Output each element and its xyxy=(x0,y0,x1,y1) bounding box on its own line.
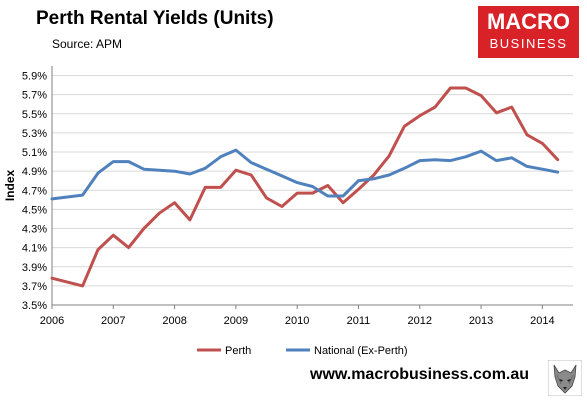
chart-legend: Perth National (Ex-Perth) xyxy=(197,345,408,357)
legend-label: National (Ex-Perth) xyxy=(314,345,408,357)
x-tick-label: 2009 xyxy=(224,315,248,327)
series-line-national xyxy=(50,148,560,201)
x-tick-label: 2012 xyxy=(408,315,432,327)
x-tick-label: 2013 xyxy=(469,315,493,327)
y-tick-label: 5.9% xyxy=(22,71,47,83)
logo-line-1: MACRO xyxy=(486,9,571,34)
x-tick-label: 2014 xyxy=(530,315,554,327)
y-tick-label: 5.3% xyxy=(22,128,47,140)
logo-line-2: BUSINESS xyxy=(489,36,568,51)
x-tick-label: 2008 xyxy=(162,315,186,327)
y-tick-labels: 3.5% 3.7% 3.9% 4.1% 4.3% 4.5% 4.7% 4.9% 5.1% 5.3%… xyxy=(22,71,47,312)
y-tick-label: 4.7% xyxy=(22,185,47,197)
axes xyxy=(51,66,573,309)
y-tick-label: 5.1% xyxy=(22,147,47,159)
y-tick-label: 3.9% xyxy=(22,262,47,274)
y-tick-label: 5.5% xyxy=(22,109,47,121)
y-axis-label: Index xyxy=(3,170,17,202)
x-tick-label: 2007 xyxy=(101,315,125,327)
series-lines xyxy=(50,86,560,288)
chart-source: Source: APM xyxy=(52,37,123,51)
y-tick-label: 4.9% xyxy=(22,166,47,178)
y-tick-label: 4.1% xyxy=(22,243,47,255)
x-tick-label: 2006 xyxy=(40,315,64,327)
y-tick-label: 3.7% xyxy=(22,281,47,293)
x-tick-labels: 2006 2007 2008 2009 2010 2011 2012 2013 2014 xyxy=(40,315,555,327)
fox-logo-icon xyxy=(548,360,582,396)
legend-label: Perth xyxy=(225,345,251,357)
y-tick-label: 4.5% xyxy=(22,204,47,216)
y-tick-label: 5.7% xyxy=(22,90,47,102)
site-url: www.macrobusiness.com.au xyxy=(310,366,530,383)
y-tick-label: 3.5% xyxy=(22,300,47,312)
x-tick-label: 2010 xyxy=(285,315,309,327)
chart-title: Perth Rental Yields (Units) xyxy=(36,8,274,29)
y-tick-label: 4.3% xyxy=(22,224,47,236)
macrobusiness-logo: MACRO BUSINESS xyxy=(478,6,579,58)
series-line-perth xyxy=(50,86,560,288)
x-tick-label: 2011 xyxy=(347,315,371,327)
